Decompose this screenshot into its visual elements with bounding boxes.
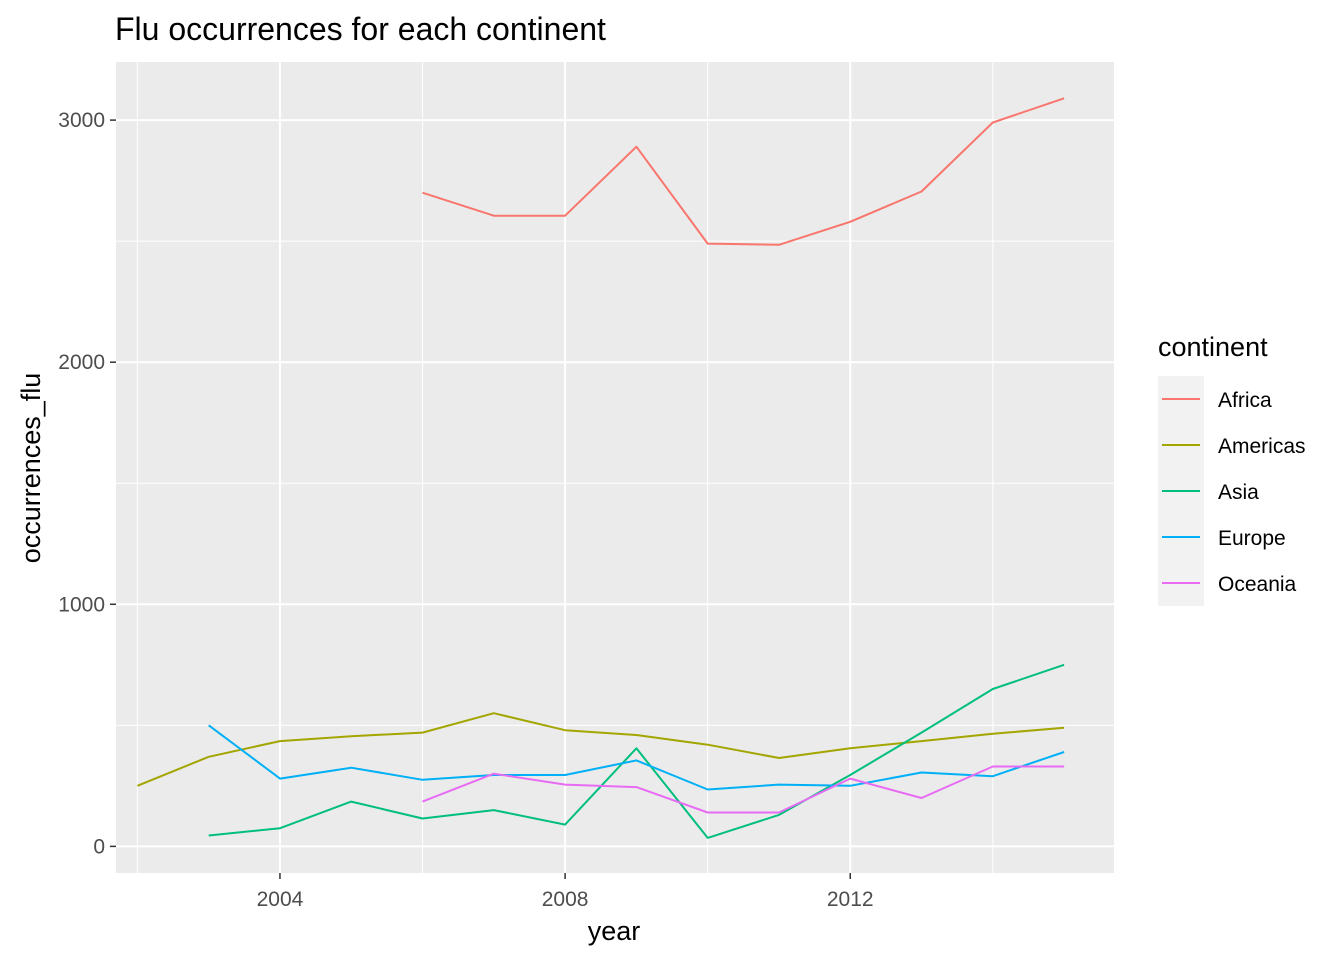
series-line-africa [422,97,1065,246]
x-axis-title: year [588,916,641,946]
major-gridlines [116,62,1114,873]
y-tick-label: 2000 [58,351,105,374]
legend-label-americas: Americas [1218,435,1306,458]
y-tick-label: 3000 [58,109,105,132]
series-line-americas [137,712,1065,787]
legend-label-asia: Asia [1218,481,1259,504]
series-line-asia [208,663,1065,839]
plot-panel [116,62,1114,873]
x-tick-label: 2004 [257,888,304,911]
legend: continent Africa Americas Asia Europe Oceani… [1158,332,1306,606]
y-tick-label: 1000 [58,593,105,616]
legend-keys: Africa Americas Asia Europe Oceania [1158,376,1306,606]
series-line-oceania [422,765,1065,814]
series-line-europe [208,724,1065,791]
y-tick-label: 0 [93,835,105,858]
legend-title: continent [1158,332,1268,362]
y-axis: 0 1000 2000 3000 [58,109,116,858]
legend-label-oceania: Oceania [1218,573,1297,596]
minor-gridlines [116,62,1114,873]
legend-label-africa: Africa [1218,389,1272,412]
x-tick-label: 2012 [827,888,874,911]
x-tick-label: 2008 [542,888,589,911]
legend-label-europe: Europe [1218,527,1286,550]
series-lines [137,97,1065,839]
y-axis-title: occurrences_flu [16,373,46,564]
chart-title: Flu occurrences for each continent [115,11,606,47]
x-axis: 2004 2008 2012 [257,873,874,911]
